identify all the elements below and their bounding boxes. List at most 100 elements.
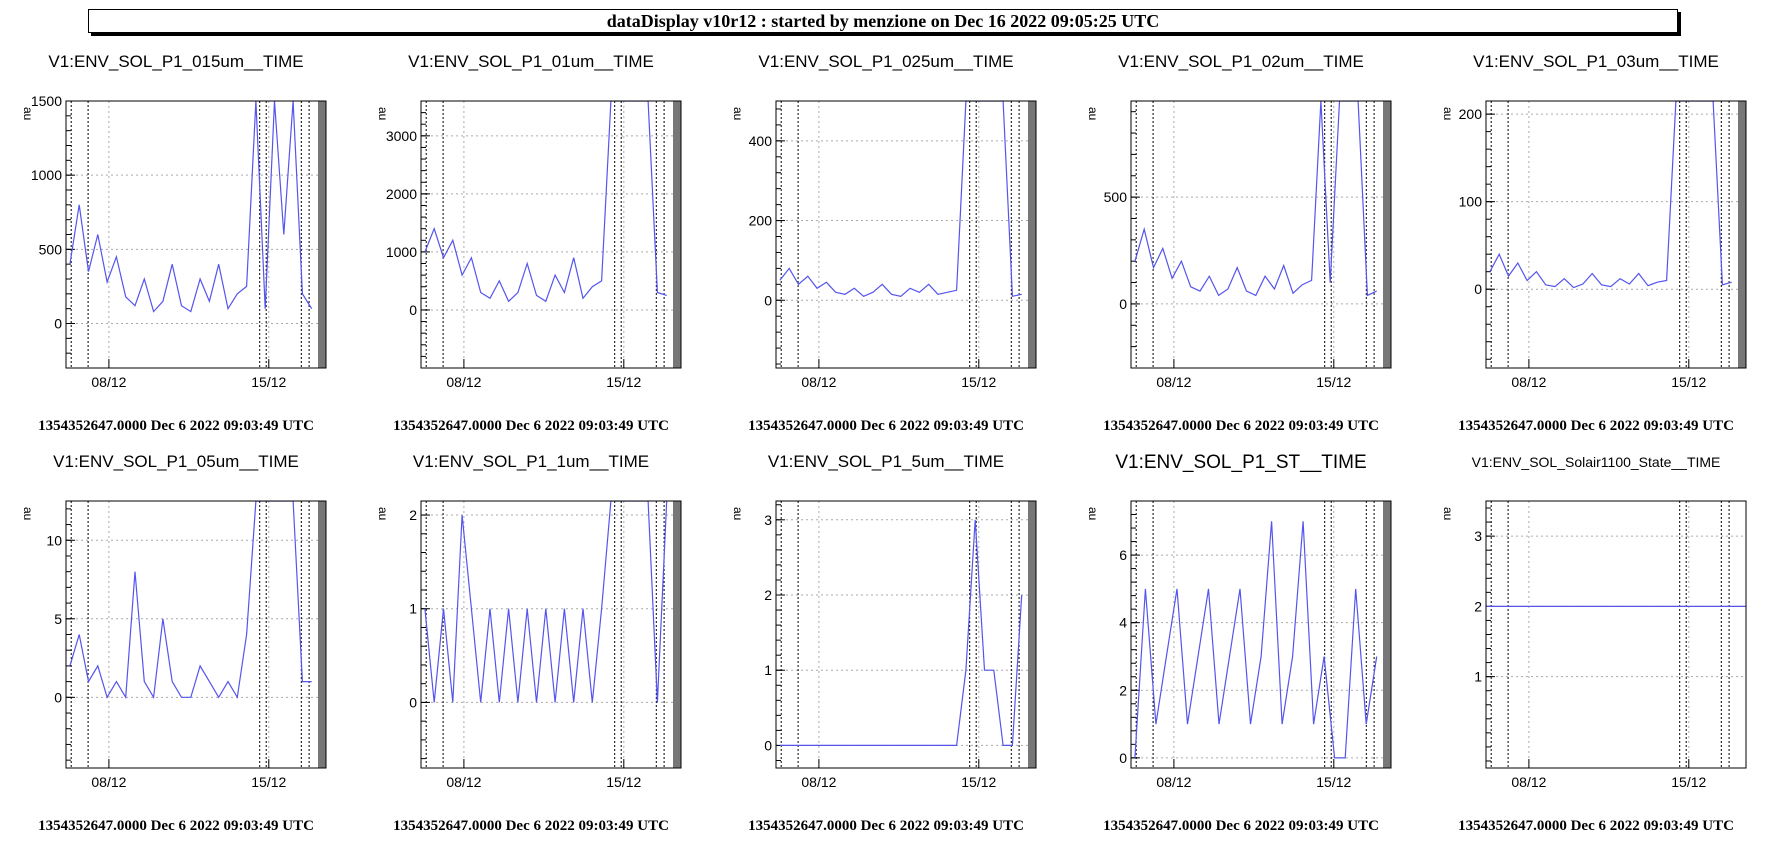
plot-frame — [65, 500, 327, 769]
y-tick-label: 5 — [54, 611, 62, 627]
no-data-region — [673, 101, 681, 368]
y-tick-label: 0 — [764, 737, 772, 753]
x-tick-label: 15/12 — [606, 374, 641, 390]
y-tick-label: 500 — [1104, 189, 1128, 205]
data-trace — [779, 101, 1022, 298]
y-tick-label: 0 — [409, 302, 417, 318]
x-tick-label: 08/12 — [1511, 374, 1546, 390]
y-tick-label: 3 — [1474, 528, 1482, 544]
plot-title: V1:ENV_SOL_P1_02um__TIME — [1118, 52, 1364, 71]
x-tick-label: 15/12 — [251, 774, 286, 790]
data-trace — [779, 519, 1023, 746]
data-trace — [69, 501, 312, 700]
plot-timestamp: 1354352647.0000 Dec 6 2022 09:03:49 UTC — [1458, 418, 1734, 434]
y-axis-label: au — [21, 507, 35, 520]
y-tick-label: 200 — [749, 213, 773, 229]
y-tick-label: 4 — [1119, 615, 1127, 631]
x-tick-label: 15/12 — [1671, 374, 1706, 390]
plot-canvas: au 0 2 4 6 08/12 15/12 — [1086, 500, 1392, 790]
y-tick-label: 0 — [1474, 281, 1482, 297]
y-axis-label: au — [21, 107, 35, 120]
y-tick-label: 100 — [1459, 194, 1483, 210]
data-trace — [424, 101, 667, 303]
plot-canvas: au 0 200 400 08/12 15/12 — [731, 100, 1037, 390]
y-tick-label: 3000 — [386, 128, 417, 144]
data-trace — [1134, 101, 1377, 297]
plot-timestamp: 1354352647.0000 Dec 6 2022 09:03:49 UTC — [748, 418, 1024, 434]
y-tick-label: 500 — [39, 241, 63, 257]
no-data-region — [318, 101, 326, 368]
y-axis-label: au — [376, 107, 390, 120]
x-tick-label: 08/12 — [801, 774, 836, 790]
no-data-region — [673, 501, 681, 768]
plot-title: V1:ENV_SOL_Solair1100_State__TIME — [1471, 454, 1721, 470]
y-tick-label: 0 — [54, 316, 62, 332]
plot-title: V1:ENV_SOL_P1_5um__TIME — [767, 452, 1005, 471]
plot-title: V1:ENV_SOL_P1_1um__TIME — [412, 452, 650, 471]
plot-timestamp: 1354352647.0000 Dec 6 2022 09:03:49 UTC — [1103, 818, 1379, 834]
plot-panel: V1:ENV_SOL_P1_1um__TIME au 0 1 2 08/12 15/12 13… — [355, 448, 707, 850]
y-tick-label: 0 — [1119, 296, 1127, 312]
plot-frame — [65, 100, 327, 369]
y-axis-label: au — [1086, 107, 1100, 120]
x-tick-label: 08/12 — [446, 374, 481, 390]
y-tick-label: 6 — [1119, 547, 1127, 563]
x-tick-label: 08/12 — [1156, 774, 1191, 790]
x-tick-label: 15/12 — [251, 374, 286, 390]
x-tick-label: 15/12 — [961, 774, 996, 790]
y-tick-label: 0 — [409, 694, 417, 710]
plot-timestamp: 1354352647.0000 Dec 6 2022 09:03:49 UTC — [38, 818, 314, 834]
plot-frame — [775, 500, 1037, 769]
plot-canvas: au 0 500 08/12 15/12 — [1086, 100, 1392, 390]
no-data-region — [1028, 101, 1036, 368]
plot-panel: V1:ENV_SOL_P1_03um__TIME au 0 100 200 08/12 15… — [1420, 48, 1766, 450]
plot-panel: V1:ENV_SOL_P1_5um__TIME au 0 1 2 3 08/12 15/12 1… — [710, 448, 1062, 850]
no-data-region — [1738, 101, 1746, 368]
x-tick-label: 15/12 — [1671, 774, 1706, 790]
y-tick-label: 1 — [409, 601, 417, 617]
y-tick-label: 400 — [749, 133, 773, 149]
data-trace — [424, 501, 668, 703]
plot-timestamp: 1354352647.0000 Dec 6 2022 09:03:49 UTC — [393, 418, 669, 434]
no-data-region — [318, 501, 326, 768]
y-axis-label: au — [1441, 107, 1455, 120]
plot-title: V1:ENV_SOL_P1_05um__TIME — [53, 452, 299, 471]
y-tick-label: 1 — [1474, 669, 1482, 685]
plot-timestamp: 1354352647.0000 Dec 6 2022 09:03:49 UTC — [393, 818, 669, 834]
y-tick-label: 10 — [46, 532, 62, 548]
x-tick-label: 08/12 — [446, 774, 481, 790]
y-tick-label: 2 — [764, 587, 772, 603]
y-tick-label: 2 — [1119, 682, 1127, 698]
y-tick-label: 2 — [409, 507, 417, 523]
x-tick-label: 08/12 — [1511, 774, 1546, 790]
data-trace — [69, 101, 313, 313]
y-tick-label: 1000 — [386, 244, 417, 260]
data-trace — [1134, 521, 1378, 759]
plot-timestamp: 1354352647.0000 Dec 6 2022 09:03:49 UTC — [1458, 818, 1734, 834]
plot-panel: V1:ENV_SOL_P1_025um__TIME au 0 200 400 08/12 1… — [710, 48, 1062, 450]
plot-frame — [1485, 100, 1747, 369]
x-tick-label: 08/12 — [1156, 374, 1191, 390]
y-tick-label: 0 — [764, 292, 772, 308]
y-tick-label: 2000 — [386, 186, 417, 202]
plot-frame — [1130, 500, 1392, 769]
y-tick-label: 200 — [1459, 106, 1483, 122]
x-tick-label: 08/12 — [91, 774, 126, 790]
plot-frame — [775, 100, 1037, 369]
y-tick-label: 1500 — [31, 93, 62, 109]
plot-timestamp: 1354352647.0000 Dec 6 2022 09:03:49 UTC — [1103, 418, 1379, 434]
y-tick-label: 1 — [764, 662, 772, 678]
y-axis-label: au — [731, 107, 745, 120]
plot-panel: V1:ENV_SOL_P1_05um__TIME au 0 5 10 08/12 15/12… — [0, 448, 352, 850]
x-tick-label: 15/12 — [1316, 774, 1351, 790]
x-tick-label: 15/12 — [961, 374, 996, 390]
plot-canvas: au 0 5 10 08/12 15/12 — [21, 500, 327, 790]
y-tick-label: 3 — [764, 512, 772, 528]
plot-canvas: au 0 1 2 08/12 15/12 — [376, 500, 682, 790]
plot-panel: V1:ENV_SOL_P1_015um__TIME au 0 500 1000 1500 0… — [0, 48, 352, 450]
plot-canvas: au 0 1 2 3 08/12 15/12 — [731, 500, 1037, 790]
page-title: dataDisplay v10r12 : started by menzione… — [88, 9, 1678, 33]
x-tick-label: 15/12 — [1316, 374, 1351, 390]
plot-title: V1:ENV_SOL_P1_015um__TIME — [48, 52, 304, 71]
